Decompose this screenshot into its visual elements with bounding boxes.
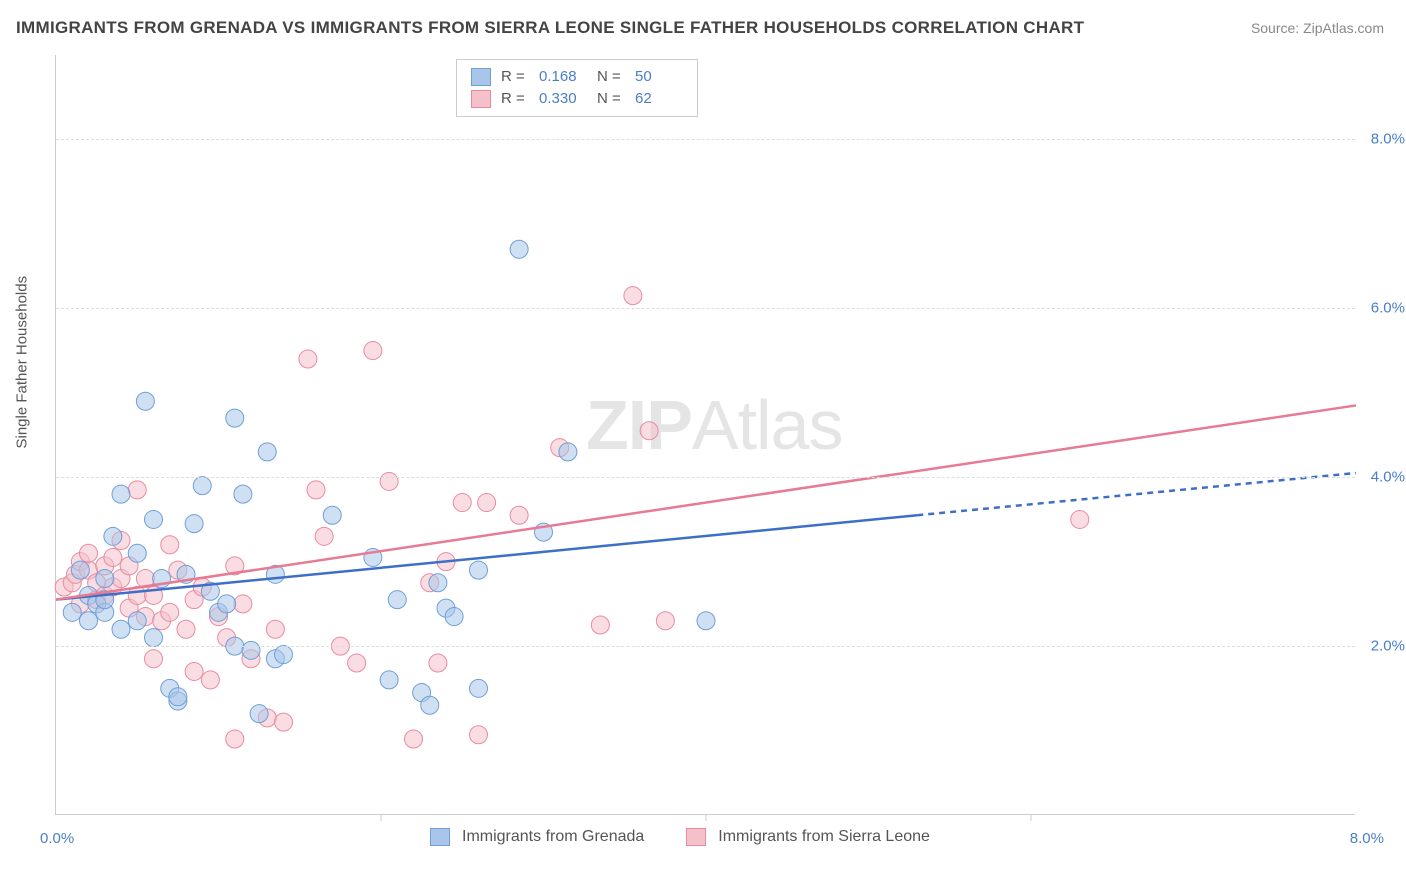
data-point [266, 620, 284, 638]
data-point [177, 620, 195, 638]
gridline [56, 646, 1355, 647]
legend-series: Immigrants from Grenada Immigrants from … [430, 828, 930, 846]
data-point [388, 591, 406, 609]
data-point [453, 494, 471, 512]
data-point [161, 603, 179, 621]
legend-stats-row: R = 0.330 N = 62 [471, 88, 683, 110]
legend-swatch-blue [430, 828, 450, 846]
source-attribution: Source: ZipAtlas.com [1251, 20, 1384, 36]
chart-title: IMMIGRANTS FROM GRENADA VS IMMIGRANTS FR… [16, 18, 1084, 38]
correlation-chart: IMMIGRANTS FROM GRENADA VS IMMIGRANTS FR… [0, 0, 1406, 892]
data-point [80, 544, 98, 562]
data-point [421, 696, 439, 714]
legend-stats: R = 0.168 N = 50 R = 0.330 N = 62 [456, 59, 698, 117]
data-point [226, 730, 244, 748]
data-point [478, 494, 496, 512]
data-point [145, 510, 163, 528]
data-point [226, 409, 244, 427]
data-point [185, 515, 203, 533]
data-point [348, 654, 366, 672]
data-point [201, 671, 219, 689]
data-point [1071, 510, 1089, 528]
data-point [445, 608, 463, 626]
data-point [193, 477, 211, 495]
legend-swatch-blue [471, 68, 491, 86]
data-point [299, 350, 317, 368]
data-point [218, 595, 236, 613]
data-point [185, 662, 203, 680]
trend-line [56, 405, 1356, 599]
data-point [112, 620, 130, 638]
data-point [250, 705, 268, 723]
data-point [96, 570, 114, 588]
legend-stats-row: R = 0.168 N = 50 [471, 66, 683, 88]
data-point [71, 561, 89, 579]
data-point [112, 485, 130, 503]
gridline [56, 308, 1355, 309]
data-point [104, 527, 122, 545]
data-point [429, 574, 447, 592]
y-axis-title: Single Father Households [14, 276, 31, 449]
plot-area: ZIPAtlas R = 0.168 N = 50 R = 0.330 N = … [55, 55, 1355, 815]
data-point [470, 679, 488, 697]
x-tick-left: 0.0% [40, 830, 74, 847]
data-point [640, 422, 658, 440]
data-point [234, 595, 252, 613]
data-point [510, 240, 528, 258]
data-point [136, 392, 154, 410]
data-point [242, 641, 260, 659]
data-point [145, 629, 163, 647]
gridline [56, 477, 1355, 478]
data-point [470, 726, 488, 744]
data-point [510, 506, 528, 524]
data-point [128, 544, 146, 562]
data-point [559, 443, 577, 461]
y-tick-label: 4.0% [1371, 469, 1405, 486]
legend-swatch-pink [686, 828, 706, 846]
y-tick-label: 6.0% [1371, 300, 1405, 317]
y-tick-label: 8.0% [1371, 131, 1405, 148]
data-point [258, 443, 276, 461]
legend-label: Immigrants from Sierra Leone [718, 828, 930, 846]
data-point [161, 536, 179, 554]
data-point [624, 287, 642, 305]
data-point [307, 481, 325, 499]
data-point [656, 612, 674, 630]
data-point [470, 561, 488, 579]
data-point [128, 481, 146, 499]
data-point [63, 603, 81, 621]
data-point [323, 506, 341, 524]
data-point [169, 688, 187, 706]
gridline [56, 139, 1355, 140]
data-point [429, 654, 447, 672]
data-point [80, 612, 98, 630]
data-point [128, 612, 146, 630]
trend-line [917, 473, 1356, 515]
trend-line [56, 515, 917, 599]
y-tick-label: 2.0% [1371, 638, 1405, 655]
data-point [591, 616, 609, 634]
legend-swatch-pink [471, 90, 491, 108]
data-point [364, 342, 382, 360]
data-point [275, 713, 293, 731]
data-point [275, 646, 293, 664]
data-point [315, 527, 333, 545]
x-tick-right: 8.0% [1350, 830, 1384, 847]
data-point [405, 730, 423, 748]
data-point [697, 612, 715, 630]
data-point [380, 472, 398, 490]
data-point [380, 671, 398, 689]
data-point [104, 548, 122, 566]
data-point [145, 650, 163, 668]
data-point [234, 485, 252, 503]
legend-label: Immigrants from Grenada [462, 828, 644, 846]
scatter-svg [56, 55, 1356, 815]
